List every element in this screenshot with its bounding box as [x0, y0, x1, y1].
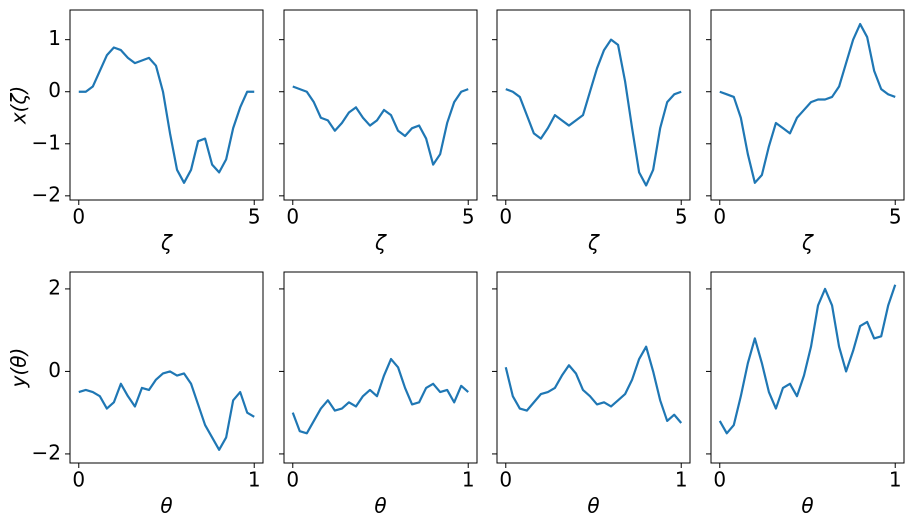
data-line	[504, 345, 683, 424]
y-tick-label: 2	[48, 275, 61, 299]
x-tick-label: 5	[675, 205, 688, 229]
x-tick-label: 1	[462, 468, 475, 492]
axes-frame	[283, 9, 478, 201]
x-axis-label: θ	[160, 494, 172, 518]
data-line	[78, 46, 255, 184]
x-tick-label: 1	[889, 468, 902, 492]
data-line	[505, 38, 682, 187]
x-axis-label: ζ	[374, 231, 387, 255]
x-tick-label: 0	[286, 468, 299, 492]
axes-frame	[496, 9, 691, 201]
x-tick-label: 0	[499, 205, 512, 229]
axes-frame	[69, 9, 264, 201]
data-line	[78, 370, 255, 451]
x-tick-label: 5	[248, 205, 261, 229]
x-tick-label: 5	[462, 205, 475, 229]
x-axis-label: θ	[801, 494, 813, 518]
x-tick-label: 0	[286, 205, 299, 229]
y-tick-label: 0	[48, 78, 61, 102]
y-tick-label: 1	[48, 26, 61, 50]
x-tick-label: 0	[72, 468, 85, 492]
x-tick-label: 1	[248, 468, 261, 492]
axes-frame	[710, 271, 905, 464]
x-axis-label: ζ	[801, 231, 814, 255]
y-tick-label: 0	[48, 358, 61, 382]
x-axis-label: θ	[374, 494, 386, 518]
x-tick-label: 0	[713, 468, 726, 492]
x-tick-label: 0	[72, 205, 85, 229]
y-tick-label: −1	[32, 130, 61, 154]
x-axis-label: ζ	[160, 231, 173, 255]
data-line	[718, 284, 897, 435]
data-line	[719, 22, 896, 184]
y-tick-label: −2	[32, 440, 61, 464]
y-tick-label: −2	[32, 182, 61, 206]
axes-frame	[69, 271, 264, 464]
x-axis-label: θ	[587, 494, 599, 518]
y-axis-label: x(ζ)	[7, 86, 31, 125]
x-axis-label: ζ	[587, 231, 600, 255]
data-line	[291, 357, 469, 435]
x-tick-label: 1	[675, 468, 688, 492]
x-tick-label: 0	[713, 205, 726, 229]
x-tick-label: 0	[499, 468, 512, 492]
axes-frame	[710, 9, 905, 201]
axes-frame	[283, 271, 478, 464]
axes-frame	[496, 271, 691, 464]
data-line	[292, 85, 469, 166]
y-axis-label: y(θ)	[7, 348, 31, 389]
x-tick-label: 5	[889, 205, 902, 229]
